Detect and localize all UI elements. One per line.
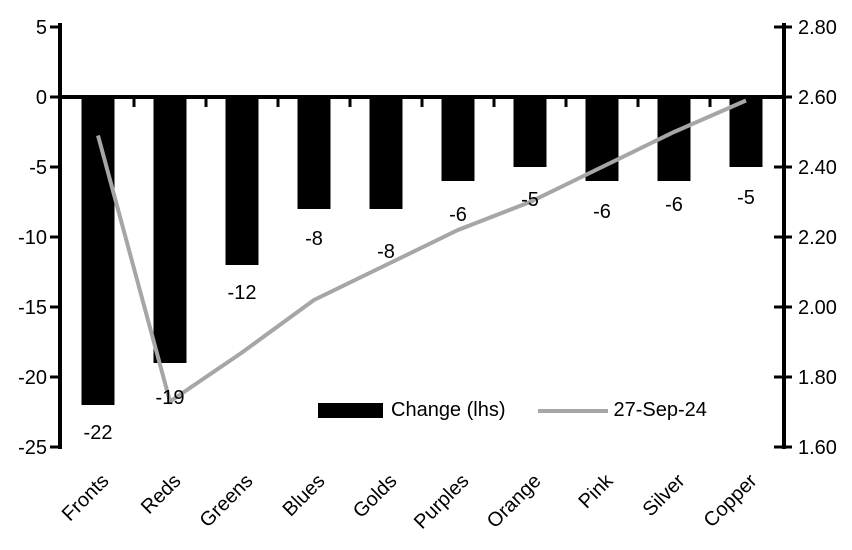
bar-value-label: -22 xyxy=(84,422,113,444)
line-swatch-icon xyxy=(537,408,608,413)
left-axis-tick-label: -20 xyxy=(18,367,47,389)
right-axis-tick-label: 2.80 xyxy=(798,17,837,39)
left-axis-tick-label: -25 xyxy=(18,437,47,459)
left-axis-tick-label: -5 xyxy=(29,157,47,179)
chart-legend: Change (lhs) 27-Sep-24 xyxy=(318,399,707,422)
x-axis-category-label: Orange xyxy=(483,470,546,533)
x-axis-category-label: Purples xyxy=(410,470,474,534)
x-axis-category-label: Reds xyxy=(137,470,186,519)
legend-label-date: 27-Sep-24 xyxy=(613,399,707,421)
x-axis-category-label: Copper xyxy=(700,470,762,532)
trend-line xyxy=(96,98,747,405)
bar-reds xyxy=(153,97,187,363)
bar-blues xyxy=(297,97,331,209)
bar-value-label: -5 xyxy=(521,189,539,211)
bar-swatch-icon xyxy=(318,403,383,418)
legend-label-change: Change (lhs) xyxy=(391,399,506,421)
bar-greens xyxy=(225,97,259,265)
bar-value-label: -19 xyxy=(156,387,185,409)
x-axis-category-label: Silver xyxy=(639,470,690,521)
right-axis-tick-label: 2.40 xyxy=(798,157,837,179)
right-axis-tick-label: 1.60 xyxy=(798,437,837,459)
left-axis-tick-label: -10 xyxy=(18,227,47,249)
right-axis-tick-label: 2.00 xyxy=(798,297,837,319)
bar-value-label: -8 xyxy=(305,228,323,250)
x-axis-category-label: Fronts xyxy=(58,470,114,526)
bar-value-label: -6 xyxy=(449,204,467,226)
legend-entry-change: Change (lhs) xyxy=(318,399,506,422)
right-axis-tick-label: 2.60 xyxy=(798,87,837,109)
left-axis-tick-label: 0 xyxy=(36,87,47,109)
x-axis-category-label: Golds xyxy=(349,470,402,523)
bar-value-label: -6 xyxy=(665,194,683,216)
bar-value-label: -8 xyxy=(377,241,395,263)
right-axis-tick-label: 2.20 xyxy=(798,227,837,249)
bar-purples xyxy=(441,97,475,181)
right-axis-tick-label: 1.80 xyxy=(798,367,837,389)
legend-entry-line: 27-Sep-24 xyxy=(537,399,707,422)
bar-value-label: -6 xyxy=(593,201,611,223)
bar-golds xyxy=(369,97,403,209)
bar-fronts xyxy=(81,97,115,405)
bar-orange xyxy=(513,97,547,167)
bar-value-label: -5 xyxy=(737,187,755,209)
x-axis-category-label: Pink xyxy=(574,469,618,513)
left-axis-tick-label: -15 xyxy=(18,297,47,319)
x-axis-category-label: Greens xyxy=(196,470,258,532)
left-axis-tick-label: 5 xyxy=(36,17,47,39)
bar-value-label: -12 xyxy=(228,282,257,304)
x-axis-category-label: Blues xyxy=(279,470,330,521)
bar-copper xyxy=(729,97,763,167)
